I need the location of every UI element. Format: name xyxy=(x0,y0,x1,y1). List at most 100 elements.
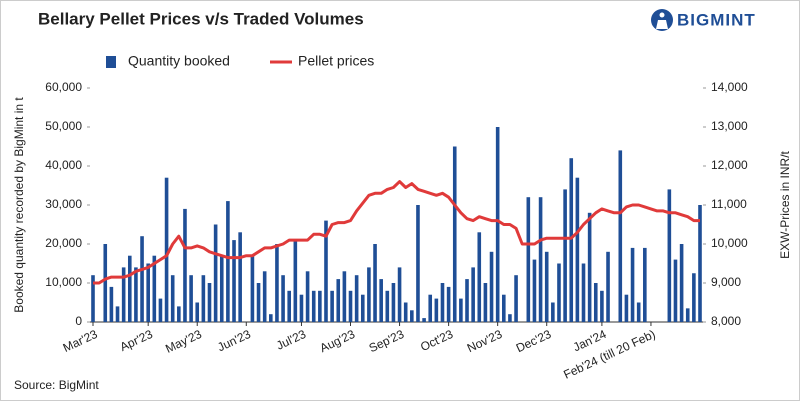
y2-tick-label: 12,000 xyxy=(711,158,748,172)
y2-tick-label: 8,000 xyxy=(711,314,741,328)
bar xyxy=(446,286,451,322)
bar xyxy=(569,158,574,322)
legend-label: Pellet prices xyxy=(298,53,374,69)
bar xyxy=(281,275,285,322)
bar xyxy=(643,247,647,322)
bar xyxy=(354,275,359,322)
bar xyxy=(164,177,169,322)
bar xyxy=(342,271,347,322)
bar xyxy=(140,236,144,322)
bar xyxy=(219,255,224,322)
y2-tick-label: 11,000 xyxy=(711,197,747,211)
y-tick-label: 40,000 xyxy=(45,158,82,172)
bar xyxy=(575,177,580,322)
y-tick-label: 50,000 xyxy=(45,119,82,133)
bar xyxy=(305,271,310,322)
y-tick-label: 10,000 xyxy=(45,275,82,289)
bar xyxy=(103,244,108,322)
bar xyxy=(177,306,181,322)
bar xyxy=(557,263,561,322)
bar xyxy=(600,290,604,322)
bar xyxy=(275,244,279,322)
bar xyxy=(422,318,426,322)
line xyxy=(93,180,700,285)
bar xyxy=(170,275,175,322)
logo-icon-body xyxy=(656,20,668,29)
bar xyxy=(127,255,132,322)
bar xyxy=(624,294,629,322)
bar xyxy=(293,240,298,322)
chart-title: Bellary Pellet Prices v/s Traded Volumes xyxy=(38,9,364,28)
bar xyxy=(416,205,420,322)
bar xyxy=(269,314,273,322)
bar xyxy=(667,189,672,322)
bar xyxy=(477,232,482,322)
y2-tick-label: 13,000 xyxy=(711,119,748,133)
bar xyxy=(495,127,500,322)
bar xyxy=(673,259,678,322)
bar xyxy=(483,283,488,322)
y2-tick-label: 10,000 xyxy=(711,236,748,250)
bar xyxy=(459,298,463,322)
bar xyxy=(587,212,592,322)
bar xyxy=(397,267,402,322)
bar xyxy=(318,290,322,322)
bar xyxy=(226,201,230,322)
bar xyxy=(360,294,365,322)
bar xyxy=(465,279,469,322)
y2-tick-label: 9,000 xyxy=(711,275,741,289)
bar xyxy=(213,224,218,322)
y-tick-label: 30,000 xyxy=(45,197,82,211)
bar xyxy=(679,244,684,322)
y-tick-label: 20,000 xyxy=(45,236,82,250)
bar xyxy=(367,267,371,322)
bar xyxy=(692,273,696,322)
bar xyxy=(685,308,690,322)
bar xyxy=(501,294,506,322)
logo-icon-head xyxy=(659,12,665,18)
bar xyxy=(452,146,457,322)
bar xyxy=(593,283,598,322)
bar xyxy=(636,302,641,322)
bar xyxy=(250,255,255,322)
bar xyxy=(698,205,702,322)
bar xyxy=(262,271,267,322)
bar xyxy=(618,150,623,322)
legend-swatch xyxy=(106,56,116,68)
bar xyxy=(630,247,635,322)
bar xyxy=(471,267,475,322)
y-tick-label: 60,000 xyxy=(45,80,82,94)
bar xyxy=(311,290,316,322)
bar xyxy=(563,189,567,322)
bar xyxy=(330,290,334,322)
bar xyxy=(158,298,163,322)
bar xyxy=(207,283,212,322)
y-tick-label: 0 xyxy=(75,314,82,328)
bar xyxy=(538,197,543,322)
bar xyxy=(403,302,408,322)
bar xyxy=(287,290,292,322)
bar xyxy=(391,283,396,322)
bar xyxy=(299,294,304,322)
bar xyxy=(336,279,341,322)
bar xyxy=(146,263,150,322)
bar xyxy=(551,302,555,322)
bar xyxy=(115,306,120,322)
bar xyxy=(373,244,377,322)
bar xyxy=(514,275,518,322)
y-axis-title: Booked quantity recorded by BigMint in t xyxy=(12,97,26,313)
bar xyxy=(440,283,445,322)
bar xyxy=(434,298,439,322)
bar xyxy=(508,314,512,322)
y2-axis-title: EXW-Prices in INR/t xyxy=(778,150,792,258)
bar xyxy=(183,208,187,322)
bar xyxy=(379,279,383,322)
bar xyxy=(152,255,157,322)
bar xyxy=(532,259,537,322)
bar xyxy=(428,294,433,322)
bar xyxy=(256,283,261,322)
bar xyxy=(189,275,193,322)
legend-label: Quantity booked xyxy=(128,53,230,69)
